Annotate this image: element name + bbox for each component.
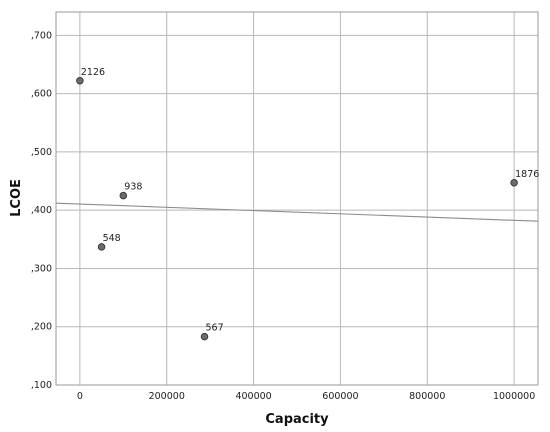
point-label: 2126: [81, 67, 105, 78]
point-label: 938: [124, 182, 142, 193]
y-tick-label: ,400: [31, 205, 52, 216]
data-point: [119, 191, 128, 200]
x-tick-labels: 0 200000 400000 600000 800000 1000000: [77, 391, 535, 402]
point-label: 1876: [515, 169, 539, 180]
data-point: [510, 179, 518, 187]
x-tick-label: 800000: [409, 391, 445, 402]
x-tick-label: 0: [77, 391, 83, 402]
fit-line: [55, 202, 539, 222]
x-axis-title: Capacity: [265, 412, 329, 427]
y-axis-title: LCOE: [9, 179, 24, 217]
plot-frame: [55, 11, 539, 386]
y-tick-label: ,700: [31, 30, 52, 41]
grid: [56, 12, 538, 386]
x-tick-label: 200000: [149, 391, 185, 402]
x-tick-label: 400000: [235, 391, 271, 402]
y-tick-label: ,100: [31, 380, 52, 391]
fit-line-group: [55, 202, 539, 222]
data-point: [97, 243, 106, 251]
data-point: [76, 77, 84, 85]
y-tick-label: ,300: [31, 263, 52, 274]
x-tick-label: 1000000: [493, 391, 535, 402]
y-tick-label: ,200: [31, 322, 52, 333]
y-tick-label: ,500: [31, 147, 52, 158]
point-label: 567: [206, 323, 224, 334]
y-tick-labels: ,100 ,200 ,300 ,400 ,500 ,600 ,700: [31, 30, 52, 391]
point-label: 548: [103, 233, 121, 244]
data-point: [200, 332, 209, 341]
points-group: 2126 938 548 567 1876: [76, 67, 539, 341]
x-tick-label: 600000: [322, 391, 358, 402]
y-tick-label: ,600: [31, 89, 52, 100]
